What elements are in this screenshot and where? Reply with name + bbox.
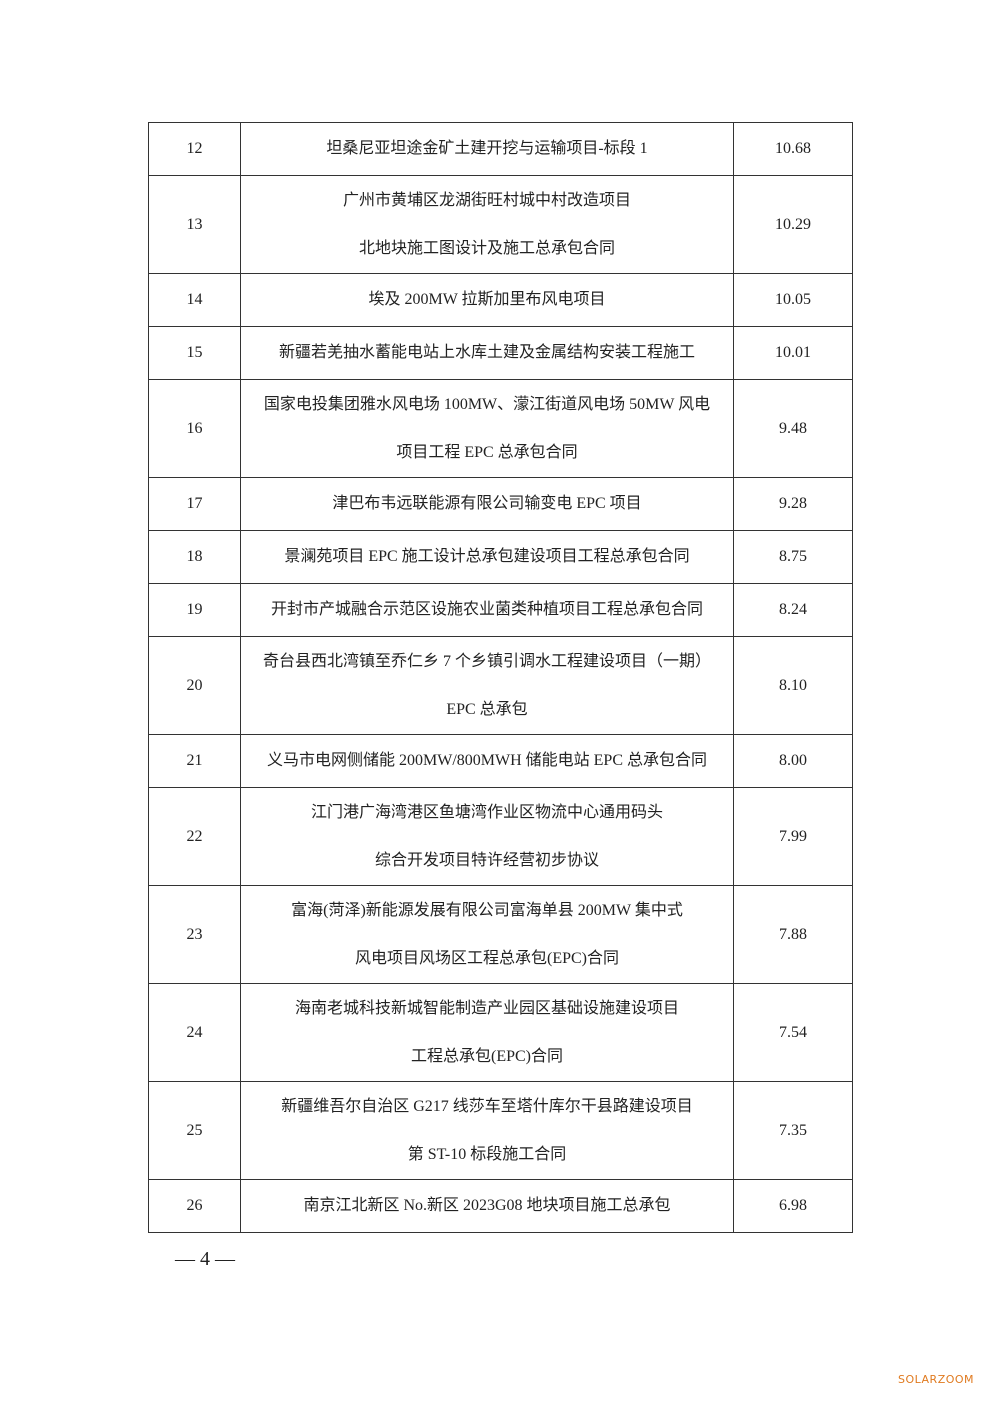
project-line: 奇台县西北湾镇至乔仁乡 7 个乡镇引调水工程建设项目（一期） <box>262 652 711 670</box>
project-name: 广州市黄埔区龙湖街旺村城中村改造项目 北地块施工图设计及施工总承包合同 <box>240 175 734 274</box>
project-line: 风电项目风场区工程总承包(EPC)合同 <box>354 949 619 967</box>
project-line: 海南老城科技新城智能制造产业园区基础设施建设项目 <box>294 999 679 1017</box>
table-row: 19 开封市产城融合示范区设施农业菌类种植项目工程总承包合同 8.24 <box>148 583 853 637</box>
project-name: 江门港广海湾港区鱼塘湾作业区物流中心通用码头 综合开发项目特许经营初步协议 <box>240 787 734 886</box>
table-row: 26 南京江北新区 No.新区 2023G08 地块项目施工总承包 6.98 <box>148 1179 853 1233</box>
project-name: 开封市产城融合示范区设施农业菌类种植项目工程总承包合同 <box>240 583 734 637</box>
project-line: 江门港广海湾港区鱼塘湾作业区物流中心通用码头 <box>310 803 663 821</box>
project-line: 综合开发项目特许经营初步协议 <box>374 851 599 869</box>
row-number: 24 <box>148 983 241 1082</box>
table-row: 18 景澜苑项目 EPC 施工设计总承包建设项目工程总承包合同 8.75 <box>148 530 853 584</box>
table-row: 16 国家电投集团雅水风电场 100MW、濛江街道风电场 50MW 风电 项目工程 … <box>148 379 853 478</box>
table-row: 24 海南老城科技新城智能制造产业园区基础设施建设项目 工程总承包(EPC)合同 7.… <box>148 983 853 1082</box>
amount: 10.01 <box>733 326 853 380</box>
table-row: 14 埃及 200MW 拉斯加里布风电项目 10.05 <box>148 273 853 327</box>
project-name: 景澜苑项目 EPC 施工设计总承包建设项目工程总承包合同 <box>240 530 734 584</box>
project-line: 义马市电网侧储能 200MW/800MWH 储能电站 EPC 总承包合同 <box>266 752 707 769</box>
amount: 10.05 <box>733 273 853 327</box>
table-row: 20 奇台县西北湾镇至乔仁乡 7 个乡镇引调水工程建设项目（一期） EPC 总承包 8… <box>148 636 853 735</box>
row-number: 17 <box>148 477 241 531</box>
table-row: 25 新疆维吾尔自治区 G217 线莎车至塔什库尔干县路建设项目第 ST-10 标… <box>148 1081 853 1180</box>
table-row: 12 坦桑尼亚坦途金矿土建开挖与运输项目-标段 1 10.68 <box>148 122 853 176</box>
project-line: 景澜苑项目 EPC 施工设计总承包建设项目工程总承包合同 <box>284 548 690 565</box>
row-number: 22 <box>148 787 241 886</box>
row-number: 15 <box>148 326 241 380</box>
project-name: 奇台县西北湾镇至乔仁乡 7 个乡镇引调水工程建设项目（一期） EPC 总承包 <box>240 636 734 735</box>
amount: 7.54 <box>733 983 853 1082</box>
project-line: 工程总承包(EPC)合同 <box>410 1047 563 1065</box>
project-line: 南京江北新区 No.新区 2023G08 地块项目施工总承包 <box>303 1197 671 1214</box>
page-number: — 4 — <box>175 1248 235 1270</box>
project-line: 广州市黄埔区龙湖街旺村城中村改造项目 <box>342 191 631 209</box>
project-name: 南京江北新区 No.新区 2023G08 地块项目施工总承包 <box>240 1179 734 1233</box>
row-number: 23 <box>148 885 241 984</box>
row-number: 16 <box>148 379 241 478</box>
project-line: 国家电投集团雅水风电场 100MW、濛江街道风电场 50MW 风电 <box>263 395 711 413</box>
project-name: 义马市电网侧储能 200MW/800MWH 储能电站 EPC 总承包合同 <box>240 734 734 788</box>
project-line: 开封市产城融合示范区设施农业菌类种植项目工程总承包合同 <box>270 601 703 618</box>
table-row: 22 江门港广海湾港区鱼塘湾作业区物流中心通用码头 综合开发项目特许经营初步协议 7.… <box>148 787 853 886</box>
amount: 7.35 <box>733 1081 853 1180</box>
row-number: 20 <box>148 636 241 735</box>
project-line: 新疆若羌抽水蓄能电站上水库土建及金属结构安装工程施工 <box>278 344 695 361</box>
table-row: 13 广州市黄埔区龙湖街旺村城中村改造项目 北地块施工图设计及施工总承包合同 10.2… <box>148 175 853 274</box>
table-row: 23 富海(菏泽)新能源发展有限公司富海单县 200MW 集中式 风电项目风场区工程… <box>148 885 853 984</box>
amount: 7.88 <box>733 885 853 984</box>
row-number: 26 <box>148 1179 241 1233</box>
project-name: 新疆维吾尔自治区 G217 线莎车至塔什库尔干县路建设项目第 ST-10 标段施… <box>240 1081 734 1180</box>
amount: 6.98 <box>733 1179 853 1233</box>
row-number: 18 <box>148 530 241 584</box>
watermark: SOLARZOOM <box>898 1373 975 1386</box>
project-line: 项目工程 EPC 总承包合同 <box>396 443 578 461</box>
project-line: EPC 总承包 <box>446 700 528 718</box>
amount: 8.10 <box>733 636 853 735</box>
project-name: 津巴布韦远联能源有限公司输变电 EPC 项目 <box>240 477 734 531</box>
table-row: 21 义马市电网侧储能 200MW/800MWH 储能电站 EPC 总承包合同 8.… <box>148 734 853 788</box>
table-row: 15 新疆若羌抽水蓄能电站上水库土建及金属结构安装工程施工 10.01 <box>148 326 853 380</box>
row-number: 12 <box>148 122 241 176</box>
project-line: 富海(菏泽)新能源发展有限公司富海单县 200MW 集中式 <box>291 901 683 919</box>
project-name: 埃及 200MW 拉斯加里布风电项目 <box>240 273 734 327</box>
project-line: 坦桑尼亚坦途金矿土建开挖与运输项目-标段 1 <box>326 140 648 157</box>
amount: 10.68 <box>733 122 853 176</box>
project-table: 12 坦桑尼亚坦途金矿土建开挖与运输项目-标段 1 10.68 13 广州市黄埔区龙湖街… <box>148 122 853 1233</box>
project-name: 海南老城科技新城智能制造产业园区基础设施建设项目 工程总承包(EPC)合同 <box>240 983 734 1082</box>
row-number: 13 <box>148 175 241 274</box>
amount: 8.24 <box>733 583 853 637</box>
amount: 10.29 <box>733 175 853 274</box>
project-name: 富海(菏泽)新能源发展有限公司富海单县 200MW 集中式 风电项目风场区工程总承… <box>240 885 734 984</box>
row-number: 19 <box>148 583 241 637</box>
amount: 8.00 <box>733 734 853 788</box>
project-name: 国家电投集团雅水风电场 100MW、濛江街道风电场 50MW 风电 项目工程 EP… <box>240 379 734 478</box>
amount: 7.99 <box>733 787 853 886</box>
project-line: 北地块施工图设计及施工总承包合同 <box>358 239 615 257</box>
amount: 9.48 <box>733 379 853 478</box>
table-row: 17 津巴布韦远联能源有限公司输变电 EPC 项目 9.28 <box>148 477 853 531</box>
row-number: 25 <box>148 1081 241 1180</box>
row-number: 14 <box>148 273 241 327</box>
project-line: 第 ST-10 标段施工合同 <box>407 1145 567 1163</box>
project-name: 新疆若羌抽水蓄能电站上水库土建及金属结构安装工程施工 <box>240 326 734 380</box>
project-line: 新疆维吾尔自治区 G217 线莎车至塔什库尔干县路建设项目 <box>281 1097 693 1115</box>
project-name: 坦桑尼亚坦途金矿土建开挖与运输项目-标段 1 <box>240 122 734 176</box>
row-number: 21 <box>148 734 241 788</box>
project-line: 津巴布韦远联能源有限公司输变电 EPC 项目 <box>332 495 642 512</box>
amount: 8.75 <box>733 530 853 584</box>
project-line: 埃及 200MW 拉斯加里布风电项目 <box>368 291 606 308</box>
amount: 9.28 <box>733 477 853 531</box>
